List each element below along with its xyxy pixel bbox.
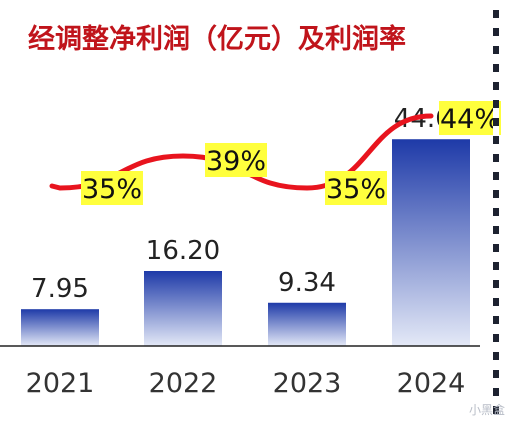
bar-2021 [21,309,99,346]
x-tick-label: 2023 [273,368,342,399]
rate-label-highlight [439,101,501,135]
x-tick-label: 2024 [397,368,466,399]
rate-label-highlight [81,171,143,205]
bar-value-label: 9.34 [278,268,336,298]
bar-value-label: 7.95 [31,274,89,304]
rate-labels-layer: 35% 39% 35% 44% [81,101,501,205]
x-tick-labels: 2021 2022 2023 2024 [26,368,466,399]
bars-layer [21,139,470,346]
chart-title: 经调整净利润（亿元）及利润率 [28,23,406,55]
right-border [493,0,499,424]
rate-label-highlight [205,143,267,177]
rate-label-highlight [325,171,387,205]
rate-value-label: 35% [82,174,142,205]
bar-2022 [144,270,222,346]
x-tick-label: 2022 [149,368,218,399]
rate-value-label: 35% [326,174,386,205]
bar-2023 [268,302,346,346]
bar-value-label: 16.20 [146,236,220,266]
rate-value-label: 39% [206,146,266,177]
x-tick-label: 2021 [26,368,95,399]
watermark: 小黑盒 [469,402,505,417]
rate-value-label: 44% [440,104,500,135]
bar-2024 [392,139,470,346]
